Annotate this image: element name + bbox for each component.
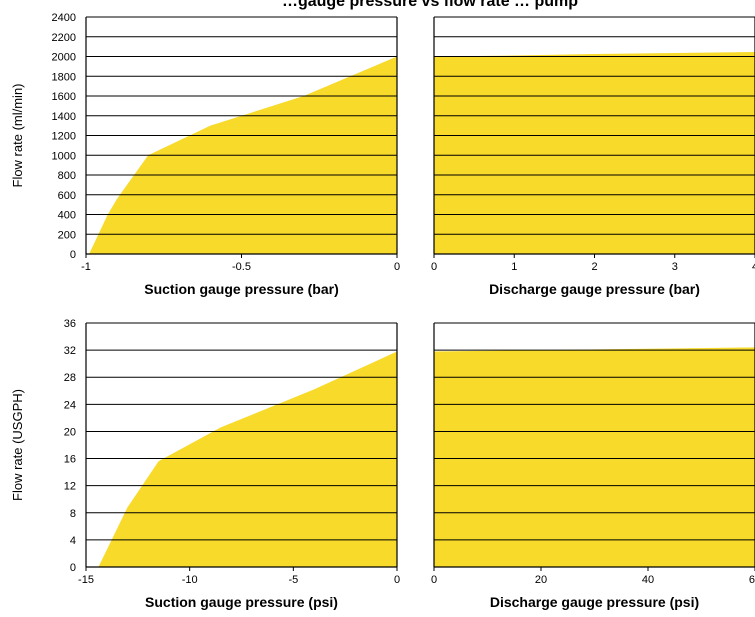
panel-1-y-tick-label: 2000 bbox=[52, 52, 76, 64]
panel-3-y-tick-label: 0 bbox=[70, 562, 76, 574]
panel-1-y-tick-label: 1200 bbox=[52, 131, 76, 143]
panel-3-area bbox=[98, 351, 397, 567]
panel-1-y-tick-label: 600 bbox=[58, 190, 76, 202]
panel-3-x-tick-label: -10 bbox=[182, 574, 198, 586]
panel-2-area bbox=[434, 52, 755, 255]
panel-1-y-tick-label: 0 bbox=[70, 249, 76, 261]
panel-2-x-axis-label: Discharge gauge pressure (bar) bbox=[489, 281, 700, 297]
panel-4-area bbox=[434, 347, 755, 567]
panel-4-x-tick-label: 20 bbox=[535, 574, 547, 586]
panel-1-x-tick-label: 0 bbox=[394, 261, 400, 273]
panel-1-y-tick-label: 800 bbox=[58, 170, 76, 182]
panel-1-x-tick-label: -0.5 bbox=[232, 261, 251, 273]
panel-3-y-tick-label: 16 bbox=[64, 454, 76, 466]
panel-1-y-tick-label: 2400 bbox=[52, 12, 76, 24]
panel-1-y-tick-label: 2200 bbox=[52, 32, 76, 44]
panel-3-x-axis-label: Suction gauge pressure (psi) bbox=[145, 594, 338, 610]
panel-1-y-tick-label: 1600 bbox=[52, 91, 76, 103]
panel-4-x-axis-label: Discharge gauge pressure (psi) bbox=[490, 594, 699, 610]
panel-3-y-tick-label: 32 bbox=[64, 345, 76, 357]
panel-2-x-tick-label: 0 bbox=[431, 261, 437, 273]
panel-1-y-tick-label: 400 bbox=[58, 210, 76, 222]
panel-3-y-axis-label: Flow rate (USGPH) bbox=[10, 389, 25, 501]
panel-1-y-tick-label: 1000 bbox=[52, 150, 76, 162]
panel-1-y-tick-label: 1400 bbox=[52, 111, 76, 123]
panel-1-x-tick-label: -1 bbox=[81, 261, 91, 273]
panel-1-y-axis-label: Flow rate (ml/min) bbox=[10, 83, 25, 187]
panel-4-x-tick-label: 60 bbox=[749, 574, 755, 586]
panel-2-x-tick-label: 4 bbox=[752, 261, 755, 273]
panel-3-y-tick-label: 24 bbox=[64, 399, 76, 411]
panel-1-y-tick-label: 1800 bbox=[52, 71, 76, 83]
panel-1-x-axis-label: Suction gauge pressure (bar) bbox=[144, 281, 338, 297]
panel-3-y-tick-label: 28 bbox=[64, 372, 76, 384]
panel-2-x-tick-label: 2 bbox=[591, 261, 597, 273]
panel-2-x-tick-label: 1 bbox=[511, 261, 517, 273]
panel-4-x-tick-label: 40 bbox=[642, 574, 654, 586]
panel-1-y-tick-label: 200 bbox=[58, 229, 76, 241]
panel-3-x-tick-label: -15 bbox=[78, 574, 94, 586]
panel-3-y-tick-label: 8 bbox=[70, 508, 76, 520]
panel-3-y-tick-label: 20 bbox=[64, 426, 76, 438]
panel-3-y-tick-label: 12 bbox=[64, 481, 76, 493]
figure-title: …gauge pressure vs flow rate … pump bbox=[282, 0, 578, 10]
panel-3-y-tick-label: 36 bbox=[64, 318, 76, 330]
panel-3-x-tick-label: 0 bbox=[394, 574, 400, 586]
panel-3-x-tick-label: -5 bbox=[288, 574, 298, 586]
panel-3-y-tick-label: 4 bbox=[70, 535, 76, 547]
panel-2-x-tick-label: 3 bbox=[672, 261, 678, 273]
panel-4-x-tick-label: 0 bbox=[431, 574, 437, 586]
